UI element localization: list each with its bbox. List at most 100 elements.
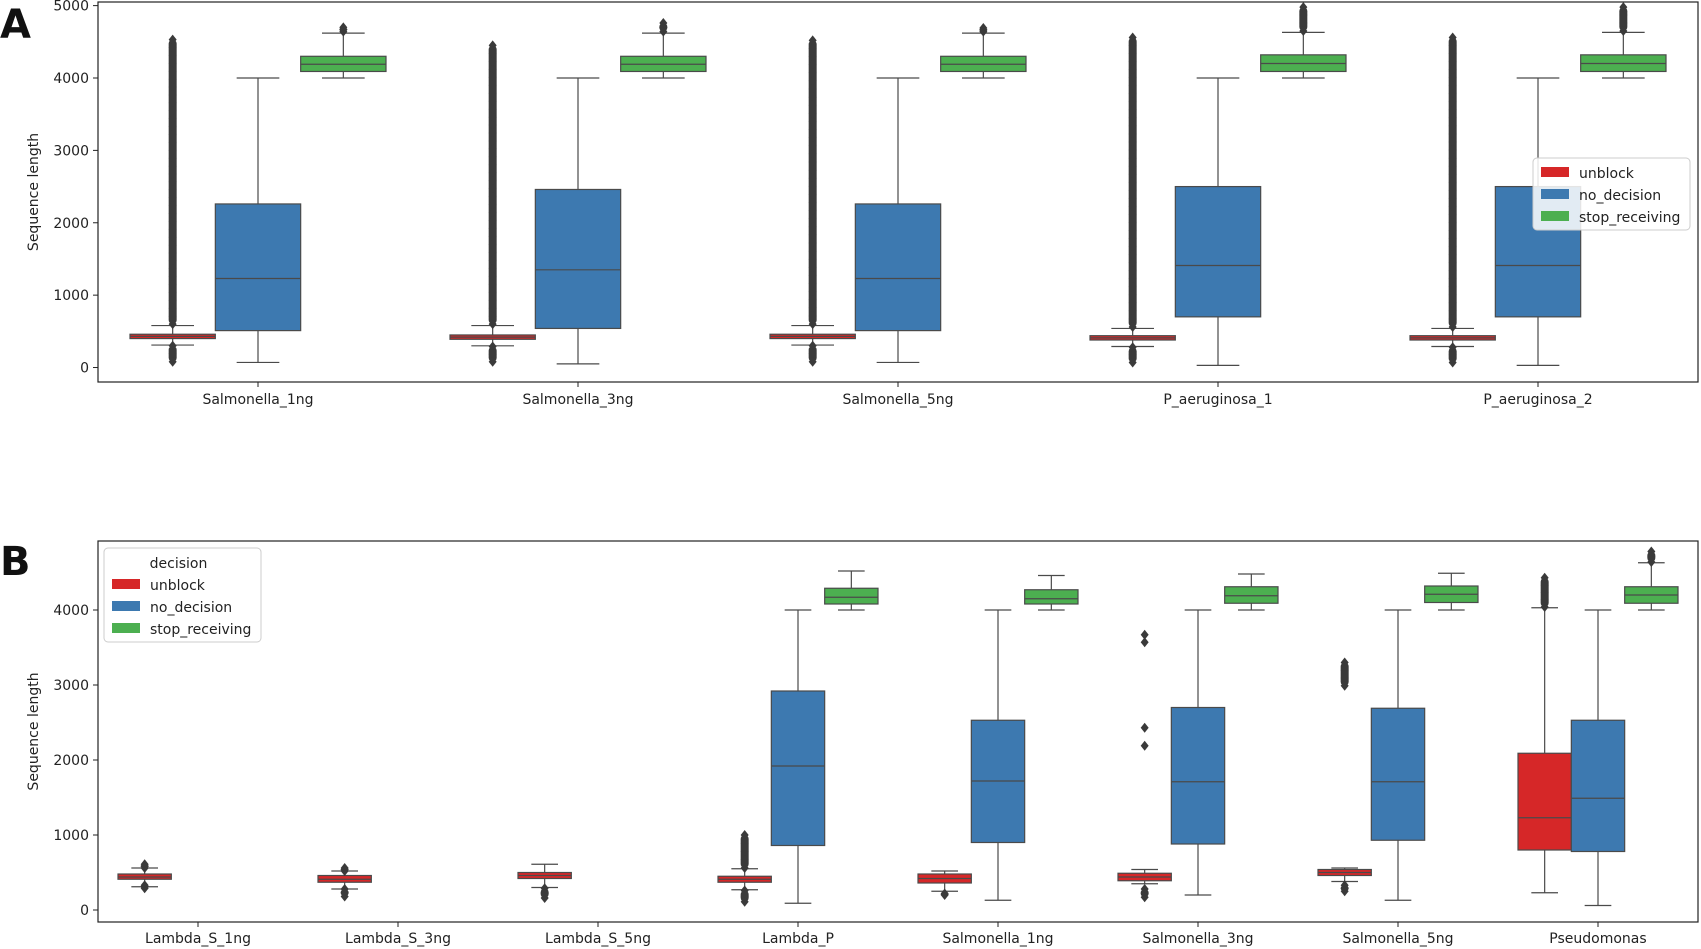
box-lambda-p-unblock-outliers-high-marker-2 xyxy=(740,846,749,857)
box-salmonella-1ng-unblock-outliers-high-marker-12 xyxy=(168,129,177,140)
box-salmonella-3ng-unblock-outliers-high-marker-21 xyxy=(488,207,497,218)
box-salmonella-3ng-stop-receiving-body xyxy=(1224,586,1279,604)
panel-a: A 0 1000 2000 3000 4000 5000 Sequence length Sa… xyxy=(0,0,1699,408)
box-p-aeruginosa-1-unblock-outliers-high-marker-1 xyxy=(1128,40,1137,51)
box-p-aeruginosa-1-unblock-outliers-high-marker-12 xyxy=(1128,128,1137,139)
box-salmonella-3ng-unblock-outliers-high-3 xyxy=(1140,629,1149,640)
panel-letter-a: A xyxy=(0,2,31,48)
box-p-aeruginosa-1-unblock-outliers-high-marker-7 xyxy=(1128,88,1137,99)
box-p-aeruginosa-2-unblock-outliers-high-marker-12 xyxy=(1448,128,1457,139)
x-tick-label-lambda-s-1ng: Lambda_S_1ng xyxy=(145,931,251,947)
box-salmonella-5ng-unblock-outliers-high-marker-23 xyxy=(808,221,817,232)
box-p-aeruginosa-2-unblock-outliers-high-marker-3 xyxy=(1448,56,1457,67)
box-p-aeruginosa-1-unblock-outliers-high-marker-28 xyxy=(1128,257,1137,268)
box-salmonella-5ng-unblock-outliers-high-marker-35 xyxy=(808,319,817,330)
legend: decision unblock no_decision stop_receiving xyxy=(103,547,262,643)
box-p-aeruginosa-1-unblock xyxy=(1089,32,1176,368)
box-p-aeruginosa-1-unblock-outliers-high-marker-18 xyxy=(1128,177,1137,188)
legend-swatch-no-decision xyxy=(112,601,140,611)
box-salmonella-3ng-unblock-outliers-high-marker-15 xyxy=(488,159,497,170)
box-salmonella-3ng-unblock-outliers-high-marker-26 xyxy=(488,247,497,258)
box-salmonella-1ng-unblock-outliers-high-marker-24 xyxy=(168,224,177,235)
box-salmonella-1ng-unblock-outliers-high-marker-30 xyxy=(168,271,177,282)
box-p-aeruginosa-2-unblock-outliers-high-marker-6 xyxy=(1448,80,1457,91)
box-lambda-p-stop-receiving xyxy=(824,570,879,611)
y-axis-label: Sequence length xyxy=(26,133,42,251)
box-lambda-p-stop-receiving-body xyxy=(824,587,879,605)
box-salmonella-5ng-unblock-outliers-high-marker-0 xyxy=(1340,657,1349,668)
box-salmonella-1ng-unblock-outliers-high-marker-7 xyxy=(168,89,177,100)
box-p-aeruginosa-1-unblock-outliers-high-marker-32 xyxy=(1128,289,1137,300)
box-salmonella-5ng-unblock-outliers-high-marker-33 xyxy=(808,302,817,313)
box-salmonella-3ng-unblock-outliers-high-marker-20 xyxy=(488,199,497,210)
box-salmonella-1ng-unblock xyxy=(129,34,216,367)
y-tick-label-1000: 1000 xyxy=(53,288,89,304)
box-lambda-s-3ng-unblock-outliers-low-marker-2 xyxy=(340,891,349,902)
box-salmonella-3ng-unblock-outliers-high-marker-0 xyxy=(488,40,497,51)
x-tick-label-lambda-s-3ng: Lambda_S_3ng xyxy=(345,931,451,947)
box-salmonella-3ng-unblock-outliers-high-marker-18 xyxy=(488,183,497,194)
box-salmonella-3ng-unblock xyxy=(1117,629,1172,903)
box-pseudomonas-unblock-body xyxy=(1517,752,1572,851)
box-p-aeruginosa-2-unblock-outliers-high-marker-28 xyxy=(1448,257,1457,268)
box-salmonella-3ng-unblock-outliers-high-marker-2 xyxy=(488,56,497,67)
box-p-aeruginosa-2-unblock-outliers-high-marker-23 xyxy=(1448,217,1457,228)
box-p-aeruginosa-2-unblock-outliers-low-marker-1 xyxy=(1448,349,1457,360)
box-salmonella-3ng-unblock-outliers-high-marker-9 xyxy=(488,112,497,123)
box-salmonella-5ng-unblock-outliers-high-marker-0 xyxy=(808,35,817,46)
box-p-aeruginosa-1-unblock-outliers-high-marker-21 xyxy=(1128,201,1137,212)
box-salmonella-5ng-unblock-outliers-high-marker-2 xyxy=(808,51,817,62)
box-salmonella-5ng-unblock-outliers-high-marker-17 xyxy=(808,173,817,184)
box-p-aeruginosa-2-unblock-outliers-high-marker-8 xyxy=(1448,96,1457,107)
box-salmonella-3ng-unblock-outliers-high-marker-28 xyxy=(488,263,497,274)
x-tick-label-p-aeruginosa-1: P_aeruginosa_1 xyxy=(1163,392,1272,408)
box-p-aeruginosa-2-unblock-outliers-high-marker-20 xyxy=(1448,193,1457,204)
box-salmonella-5ng-no-decision-body xyxy=(854,203,942,332)
box-salmonella-3ng-unblock-outliers-high-marker-30 xyxy=(488,279,497,290)
box-salmonella-3ng-unblock-outliers-high-marker-3 xyxy=(488,64,497,75)
box-salmonella-5ng-unblock-outliers-high-marker-25 xyxy=(808,238,817,249)
box-p-aeruginosa-1-unblock-outliers-high-marker-36 xyxy=(1128,321,1137,332)
box-salmonella-1ng-unblock-outliers-high-marker-10 xyxy=(168,113,177,124)
box-p-aeruginosa-1-unblock-outliers-high-marker-27 xyxy=(1128,249,1137,260)
box-salmonella-5ng-unblock-outliers-high-marker-28 xyxy=(808,262,817,273)
box-p-aeruginosa-1-unblock-outliers-high-marker-33 xyxy=(1128,297,1137,308)
box-salmonella-5ng-unblock-outliers-high-marker-3 xyxy=(808,59,817,70)
box-p-aeruginosa-2-unblock-outliers-high-marker-22 xyxy=(1448,209,1457,220)
box-salmonella-1ng-unblock-outliers-high-marker-36 xyxy=(168,319,177,330)
box-salmonella-5ng-unblock-outliers-high-marker-19 xyxy=(808,189,817,200)
box-salmonella-1ng-unblock-outliers-high-marker-17 xyxy=(168,168,177,179)
panel-letter-b: B xyxy=(0,539,31,585)
box-salmonella-1ng-unblock-outliers-high-marker-23 xyxy=(168,216,177,227)
box-p-aeruginosa-2-unblock-outliers-high-marker-33 xyxy=(1448,297,1457,308)
y-axis-label: Sequence length xyxy=(26,672,42,790)
box-salmonella-1ng-stop-receiving xyxy=(300,22,387,79)
box-salmonella-5ng-unblock-outliers-high-marker-26 xyxy=(808,246,817,257)
box-salmonella-5ng-stop-receiving xyxy=(1424,572,1479,611)
box-salmonella-1ng-unblock-outliers-high-marker-15 xyxy=(168,153,177,164)
box-p-aeruginosa-2-unblock-outliers-high-marker-24 xyxy=(1448,225,1457,236)
box-salmonella-1ng-unblock-outliers-high-marker-26 xyxy=(168,240,177,251)
box-salmonella-3ng-unblock-outliers-high-marker-4 xyxy=(488,72,497,83)
box-p-aeruginosa-1-unblock-outliers-high-marker-17 xyxy=(1128,169,1137,180)
box-p-aeruginosa-2-unblock-outliers-high-marker-31 xyxy=(1448,281,1457,292)
box-salmonella-1ng-unblock-outliers-high-marker-5 xyxy=(168,74,177,85)
box-salmonella-1ng-unblock-outliers-high-marker-2 xyxy=(168,50,177,61)
legend-label-no-decision: no_decision xyxy=(1579,188,1661,204)
box-p-aeruginosa-2-unblock-outliers-high-marker-15 xyxy=(1448,153,1457,164)
box-p-aeruginosa-2-unblock-outliers-high-marker-30 xyxy=(1448,273,1457,284)
box-salmonella-5ng-unblock-outliers-high-marker-13 xyxy=(808,140,817,151)
box-p-aeruginosa-1-unblock-outliers-high-marker-3 xyxy=(1128,56,1137,67)
box-salmonella-3ng-unblock-outliers-high-marker-14 xyxy=(488,151,497,162)
box-p-aeruginosa-2-unblock-outliers-high-marker-17 xyxy=(1448,169,1457,180)
box-p-aeruginosa-1-unblock-outliers-high-marker-15 xyxy=(1128,153,1137,164)
y-tick-label-4000: 4000 xyxy=(53,603,89,619)
box-salmonella-3ng-unblock-outliers-high-marker-12 xyxy=(488,135,497,146)
box-lambda-s-3ng-unblock-outliers-high-marker-2 xyxy=(340,866,349,876)
x-tick-label-p-aeruginosa-2: P_aeruginosa_2 xyxy=(1483,392,1592,408)
box-salmonella-5ng-unblock-outliers-high-marker-12 xyxy=(808,132,817,143)
box-p-aeruginosa-1-unblock-outliers-high-marker-5 xyxy=(1128,72,1137,83)
box-salmonella-5ng-no-decision-body xyxy=(1370,707,1426,841)
x-tick-label-salmonella-5ng: Salmonella_5ng xyxy=(1342,931,1453,947)
box-p-aeruginosa-2-unblock-outliers-high-marker-16 xyxy=(1448,161,1457,172)
